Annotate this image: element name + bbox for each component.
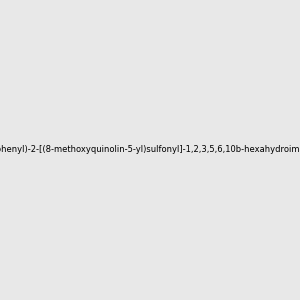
Text: 3-(3-Ethoxy-4-methoxyphenyl)-2-[(8-methoxyquinolin-5-yl)sulfonyl]-1,2,3,5,6,10b-: 3-(3-Ethoxy-4-methoxyphenyl)-2-[(8-metho… — [0, 146, 300, 154]
